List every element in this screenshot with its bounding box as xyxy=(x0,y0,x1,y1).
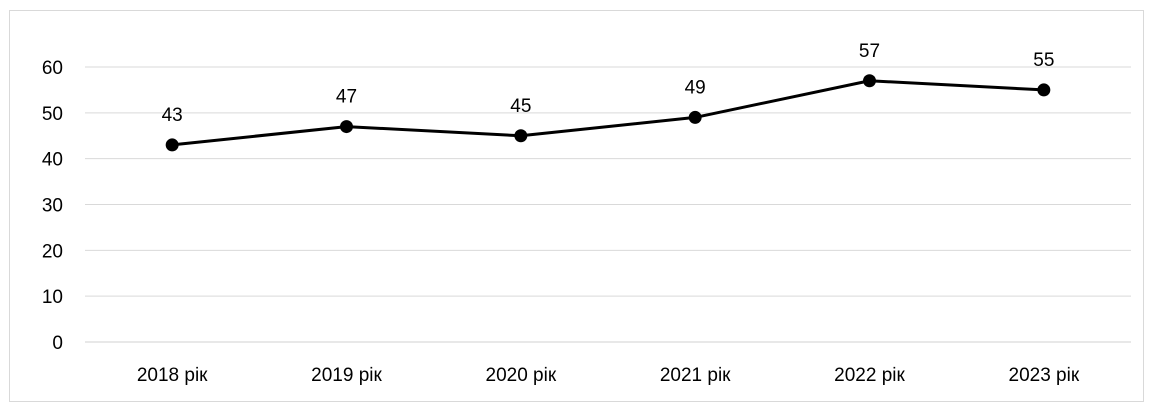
data-labels: 43 47 45 49 57 55 xyxy=(162,41,1055,126)
data-label-4: 57 xyxy=(859,41,880,62)
x-tick-label-3: 2021 рік xyxy=(660,365,731,386)
x-axis-tick-labels: 2018 рік 2019 рік 2020 рік 2021 рік 2022 рік… xyxy=(137,365,1080,386)
data-label-5: 55 xyxy=(1033,50,1054,71)
data-points xyxy=(165,74,1051,152)
data-point-4 xyxy=(863,74,876,88)
y-tick-label-60: 60 xyxy=(42,58,63,79)
y-axis-tick-labels: 0 10 20 30 40 50 60 xyxy=(42,58,63,354)
data-label-0: 43 xyxy=(162,105,183,126)
y-tick-label-0: 0 xyxy=(52,333,63,354)
chart-frame xyxy=(9,10,1144,402)
data-point-5 xyxy=(1037,83,1051,97)
y-tick-label-30: 30 xyxy=(42,196,63,217)
y-tick-label-20: 20 xyxy=(42,241,63,262)
x-tick-label-4: 2022 рік xyxy=(834,365,905,386)
data-point-1 xyxy=(340,120,353,134)
series-line-layer xyxy=(172,79,1044,147)
data-label-2: 45 xyxy=(510,96,531,117)
gridlines xyxy=(85,66,1131,343)
x-tick-label-0: 2018 рік xyxy=(137,365,208,386)
series-line xyxy=(172,79,1044,147)
y-tick-label-50: 50 xyxy=(42,104,63,125)
data-point-3 xyxy=(688,110,702,124)
data-label-3: 49 xyxy=(685,77,706,98)
data-point-2 xyxy=(514,129,528,143)
x-tick-label-1: 2019 рік xyxy=(311,365,382,386)
data-point-0 xyxy=(165,138,179,152)
x-tick-label-5: 2023 рік xyxy=(1009,365,1080,386)
data-label-1: 47 xyxy=(336,87,357,108)
y-tick-label-40: 40 xyxy=(42,150,63,171)
y-tick-label-10: 10 xyxy=(42,287,63,308)
x-tick-label-2: 2020 рік xyxy=(486,365,557,386)
